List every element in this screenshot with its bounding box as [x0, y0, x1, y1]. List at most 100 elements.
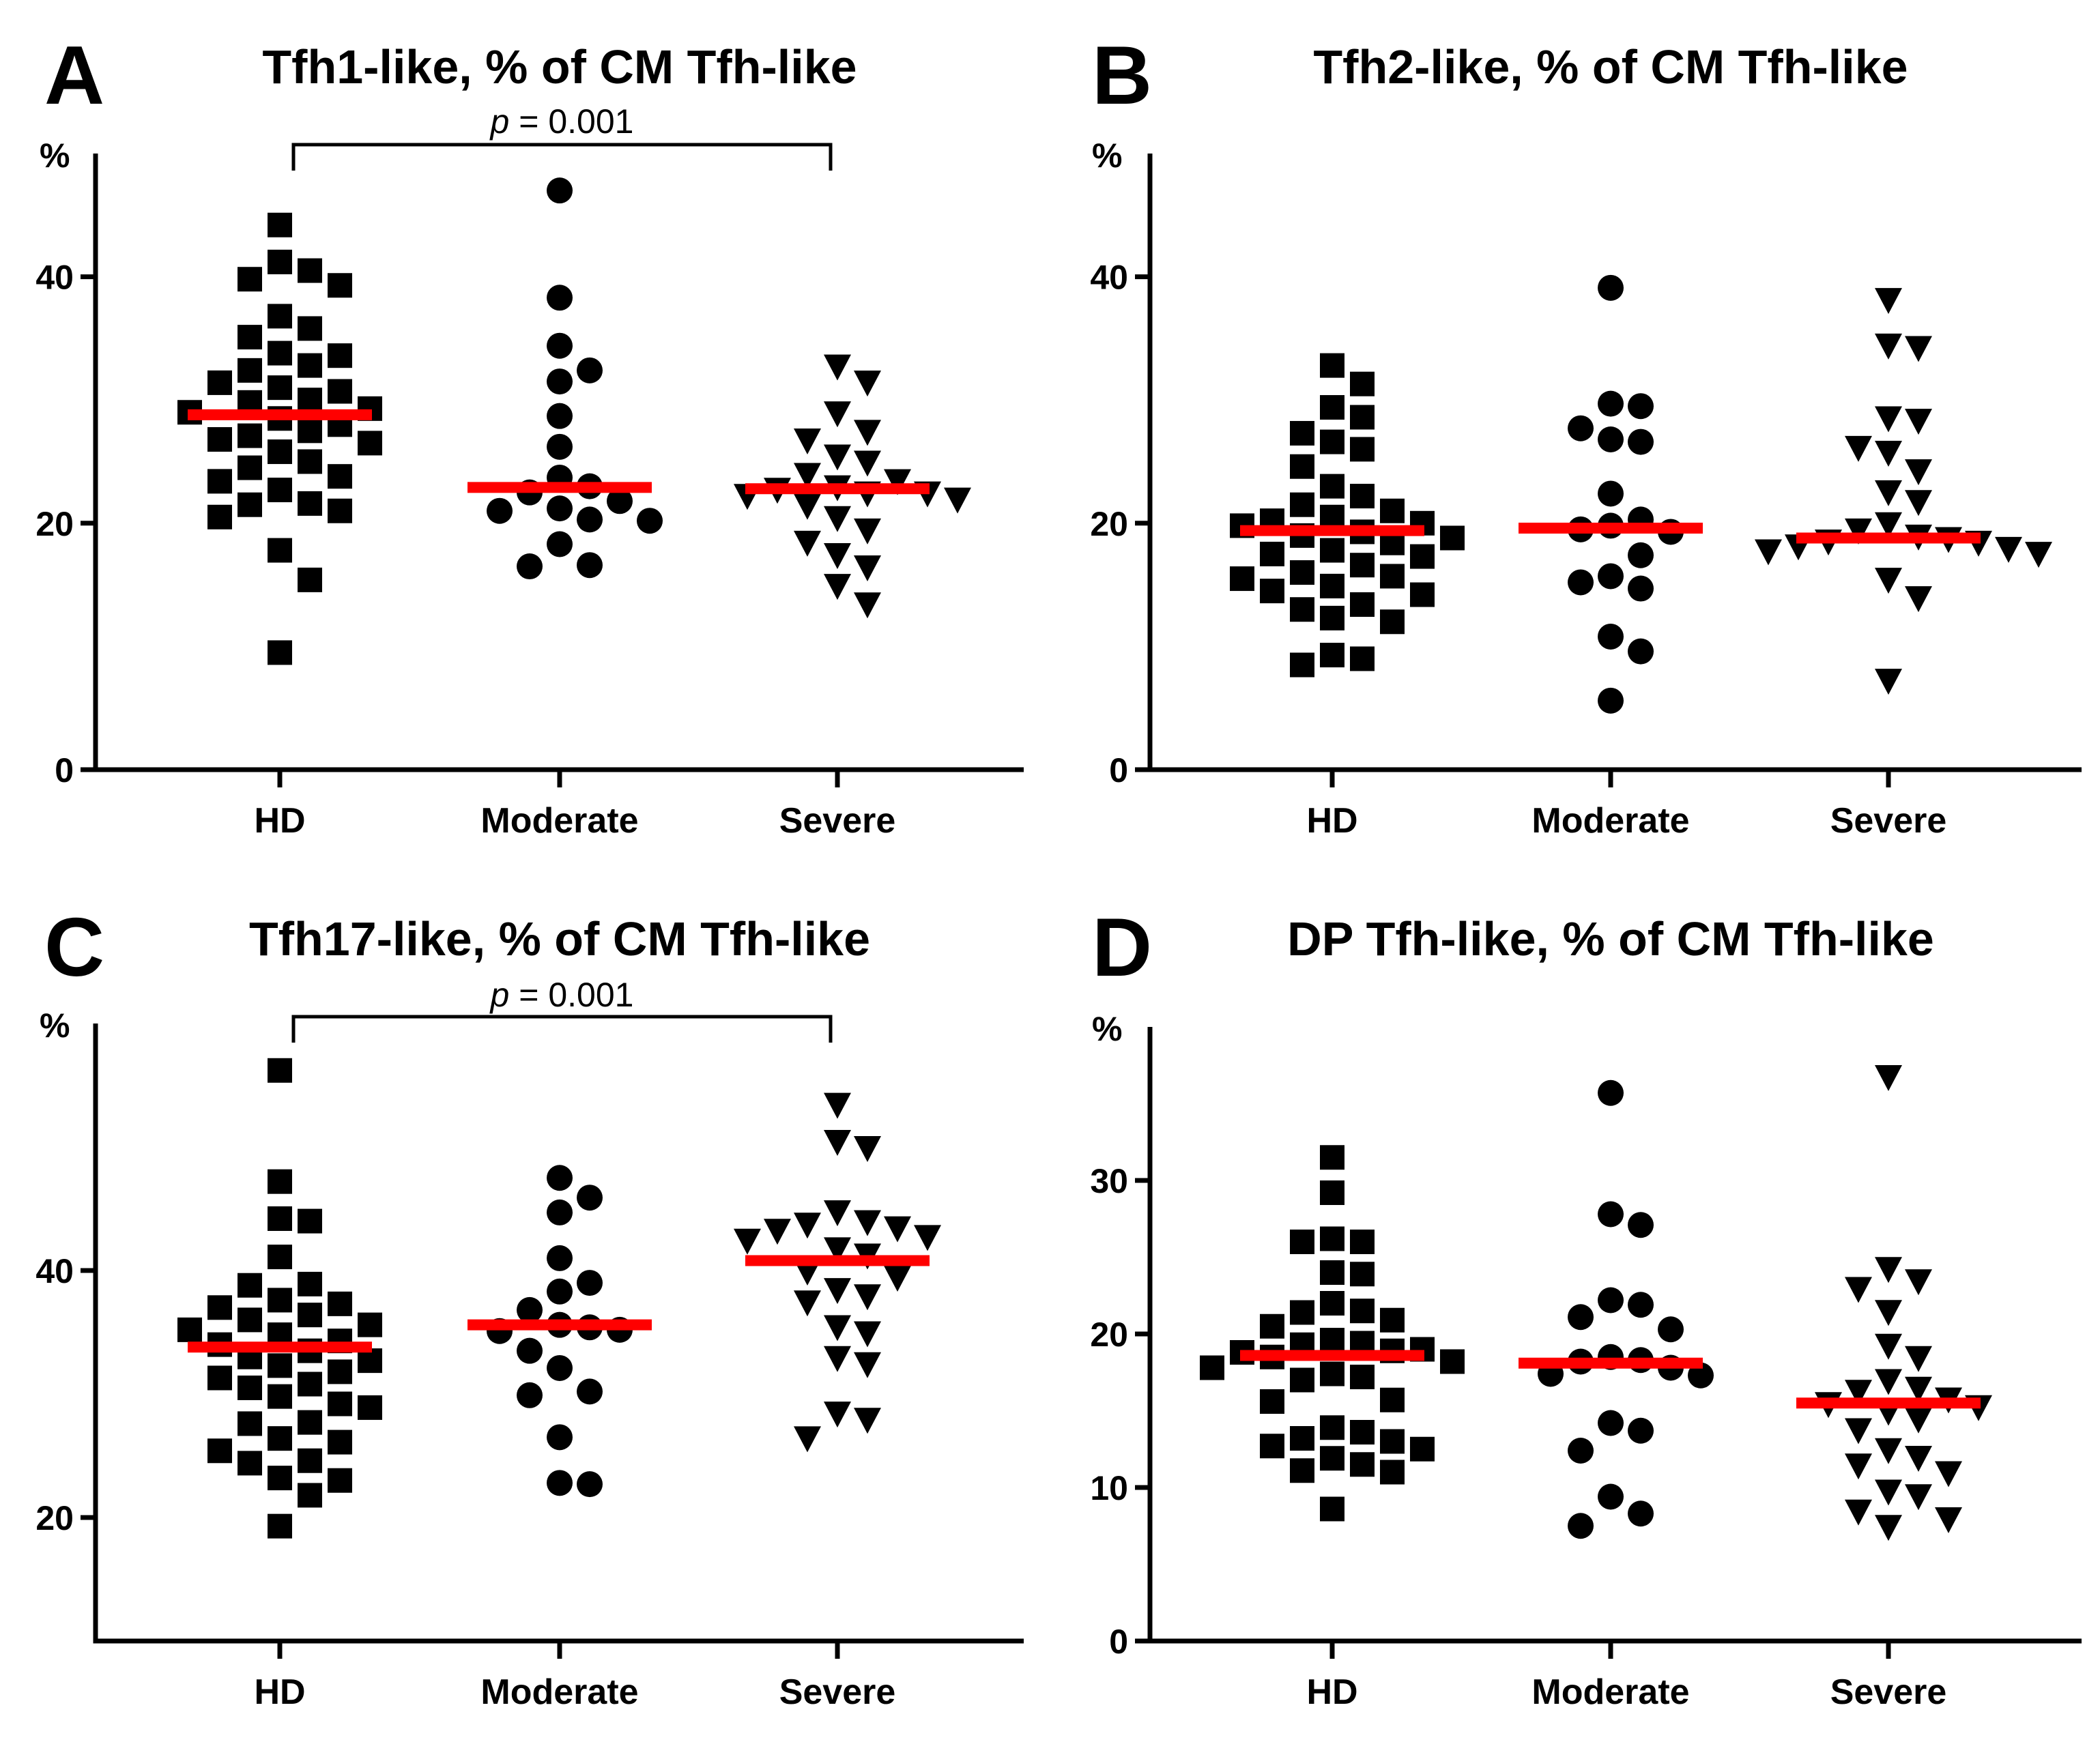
data-point-d-moderate-7 [1658, 1316, 1684, 1343]
data-point-d-severe-21 [1875, 1479, 1902, 1506]
data-point-a-hd-36 [268, 538, 292, 563]
data-point-c-severe-15 [824, 1278, 851, 1305]
p-value-c: p = 0.001 [489, 976, 634, 1014]
x-tick-label-c-moderate: Moderate [480, 1672, 638, 1712]
data-point-b-hd-5 [1290, 420, 1314, 446]
data-point-a-hd-31 [268, 478, 292, 503]
data-point-c-hd-10 [207, 1295, 232, 1320]
data-point-b-severe-19 [1755, 539, 1782, 566]
data-point-a-hd-30 [207, 469, 232, 494]
data-point-a-severe-9 [884, 469, 911, 495]
x-tick-label-a-moderate: Moderate [480, 801, 638, 841]
data-point-c-hd-2 [268, 1169, 292, 1194]
series-c-moderate [468, 1165, 652, 1498]
data-point-b-severe-9 [1875, 480, 1902, 506]
data-point-d-hd-3 [1320, 1226, 1344, 1251]
data-point-a-hd-15 [328, 379, 352, 404]
data-point-d-moderate-13 [1688, 1362, 1714, 1389]
data-point-a-moderate-14 [577, 506, 603, 533]
data-point-c-severe-17 [794, 1290, 821, 1317]
data-point-d-moderate-5 [1628, 1292, 1654, 1318]
data-point-d-hd-33 [1320, 1446, 1344, 1471]
data-point-c-severe-2 [824, 1129, 851, 1156]
data-point-b-hd-32 [1290, 597, 1314, 622]
data-point-a-severe-18 [854, 518, 881, 545]
data-point-d-hd-32 [1410, 1436, 1435, 1462]
data-point-c-hd-12 [238, 1307, 262, 1333]
data-point-d-severe-23 [1845, 1499, 1872, 1526]
data-point-d-hd-6 [1320, 1260, 1344, 1285]
data-point-d-hd-21 [1200, 1355, 1224, 1380]
data-point-c-hd-36 [268, 1466, 292, 1491]
data-point-d-hd-4 [1350, 1230, 1375, 1254]
data-point-b-moderate-13 [1598, 563, 1624, 590]
data-point-b-hd-22 [1260, 541, 1284, 566]
data-point-b-hd-1 [1320, 353, 1344, 378]
data-point-c-severe-1 [824, 1092, 851, 1119]
data-point-d-severe-18 [1905, 1446, 1932, 1472]
data-point-c-hd-4 [298, 1208, 322, 1234]
data-point-a-hd-2 [268, 249, 292, 274]
data-point-a-severe-8 [794, 463, 821, 489]
series-b-severe [1755, 288, 2052, 695]
data-point-c-moderate-4 [547, 1245, 573, 1271]
data-point-b-hd-4 [1350, 405, 1375, 430]
data-point-a-hd-1 [268, 212, 292, 237]
data-point-c-hd-34 [298, 1448, 322, 1473]
series-a-moderate [468, 177, 663, 580]
data-point-c-moderate-5 [577, 1270, 603, 1296]
data-point-b-severe-22 [1905, 586, 1932, 613]
x-tick-label-b-hd: HD [1306, 801, 1357, 841]
data-point-d-hd-29 [1290, 1426, 1314, 1451]
data-point-b-severe-6 [1845, 435, 1872, 462]
data-point-a-moderate-18 [517, 553, 543, 580]
data-point-a-severe-5 [794, 428, 821, 454]
chart-title-c: Tfh17-like, % of CM Tfh-like [249, 912, 870, 966]
y-tick-label-b-40: 40 [1090, 259, 1128, 297]
series-c-hd [177, 1058, 382, 1539]
data-point-a-hd-12 [238, 358, 262, 383]
data-point-b-hd-6 [1320, 429, 1344, 454]
data-point-b-hd-37 [1290, 652, 1314, 678]
data-point-d-hd-34 [1350, 1452, 1375, 1477]
data-point-d-moderate-14 [1598, 1410, 1624, 1436]
data-point-b-hd-2 [1350, 371, 1375, 396]
data-point-a-severe-16 [794, 493, 821, 520]
data-point-c-severe-18 [824, 1315, 851, 1341]
x-tick-label-d-hd: HD [1306, 1672, 1357, 1712]
data-point-d-hd-26 [1260, 1389, 1284, 1414]
data-point-c-severe-3 [854, 1136, 881, 1162]
axes-d [1147, 1027, 2082, 1644]
panel-c: C Tfh17-like, % of CM Tfh-like% 20 40 HD Mode… [35, 901, 1024, 1712]
data-point-d-hd-28 [1350, 1420, 1375, 1445]
y-tick-label-a-0: 0 [55, 751, 74, 789]
data-point-a-hd-10 [328, 343, 352, 368]
data-point-a-hd-6 [268, 304, 292, 329]
data-point-c-severe-24 [794, 1426, 821, 1453]
data-point-d-severe-17 [1875, 1438, 1902, 1464]
data-point-b-severe-18 [1995, 536, 2022, 563]
data-point-a-hd-9 [268, 340, 292, 366]
data-point-d-severe-5 [1875, 1300, 1902, 1326]
data-point-d-severe-3 [1905, 1269, 1932, 1296]
panel-letter-c: C [44, 901, 104, 993]
data-point-c-moderate-2 [577, 1185, 603, 1211]
data-point-b-moderate-5 [1598, 426, 1624, 452]
data-point-c-hd-8 [268, 1288, 292, 1313]
data-point-c-severe-14 [884, 1266, 911, 1292]
data-point-d-severe-6 [1875, 1333, 1902, 1360]
data-point-d-moderate-15 [1628, 1417, 1654, 1444]
data-point-c-hd-38 [298, 1483, 322, 1508]
data-point-a-hd-38 [268, 640, 292, 665]
data-point-d-severe-20 [1935, 1461, 1962, 1487]
data-point-a-hd-3 [298, 258, 322, 283]
data-point-c-severe-7 [884, 1216, 911, 1243]
data-point-d-moderate-6 [1568, 1304, 1594, 1331]
data-point-c-hd-3 [268, 1206, 292, 1231]
data-point-a-hd-34 [328, 498, 352, 523]
data-point-c-hd-13 [358, 1312, 382, 1337]
data-point-b-severe-2 [1875, 333, 1902, 360]
data-point-a-severe-19 [794, 530, 821, 557]
series-a-hd [177, 212, 382, 665]
data-point-b-moderate-2 [1598, 390, 1624, 417]
